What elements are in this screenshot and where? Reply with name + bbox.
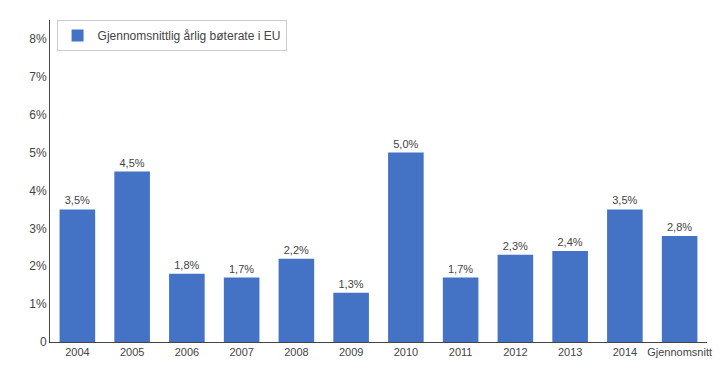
svg-text:2009: 2009 xyxy=(339,346,363,358)
svg-text:2,3%: 2,3% xyxy=(503,240,528,252)
svg-text:1,8%: 1,8% xyxy=(174,259,199,271)
svg-text:1,7%: 1,7% xyxy=(229,263,254,275)
svg-text:0: 0 xyxy=(40,335,47,349)
svg-text:1%: 1% xyxy=(29,297,47,311)
svg-text:8%: 8% xyxy=(29,32,47,46)
svg-text:5%: 5% xyxy=(29,146,47,160)
svg-text:2010: 2010 xyxy=(394,346,418,358)
svg-text:Gjennomsnitt: Gjennomsnitt xyxy=(647,346,712,358)
svg-text:2,2%: 2,2% xyxy=(284,244,309,256)
svg-text:6%: 6% xyxy=(29,108,47,122)
svg-text:3,5%: 3,5% xyxy=(612,194,637,206)
svg-text:2%: 2% xyxy=(29,259,47,273)
svg-text:2,4%: 2,4% xyxy=(557,236,582,248)
svg-text:2011: 2011 xyxy=(449,346,473,358)
svg-text:3%: 3% xyxy=(29,222,47,236)
svg-text:2012: 2012 xyxy=(503,346,527,358)
svg-text:4,5%: 4,5% xyxy=(119,157,144,169)
svg-text:5,0%: 5,0% xyxy=(393,138,418,150)
svg-text:3,5%: 3,5% xyxy=(65,194,90,206)
svg-text:4%: 4% xyxy=(29,184,47,198)
svg-text:1,7%: 1,7% xyxy=(448,263,473,275)
svg-text:2005: 2005 xyxy=(120,346,144,358)
svg-text:2,8%: 2,8% xyxy=(667,221,692,233)
svg-text:2014: 2014 xyxy=(613,346,637,358)
svg-text:2007: 2007 xyxy=(229,346,253,358)
svg-text:Gjennomsnittlig årlig bøterate: Gjennomsnittlig årlig bøterate i EU xyxy=(98,29,281,43)
svg-text:2006: 2006 xyxy=(175,346,199,358)
svg-text:2004: 2004 xyxy=(65,346,89,358)
svg-text:7%: 7% xyxy=(29,70,47,84)
svg-text:2008: 2008 xyxy=(284,346,308,358)
svg-text:2013: 2013 xyxy=(558,346,582,358)
svg-text:1,3%: 1,3% xyxy=(338,278,363,290)
